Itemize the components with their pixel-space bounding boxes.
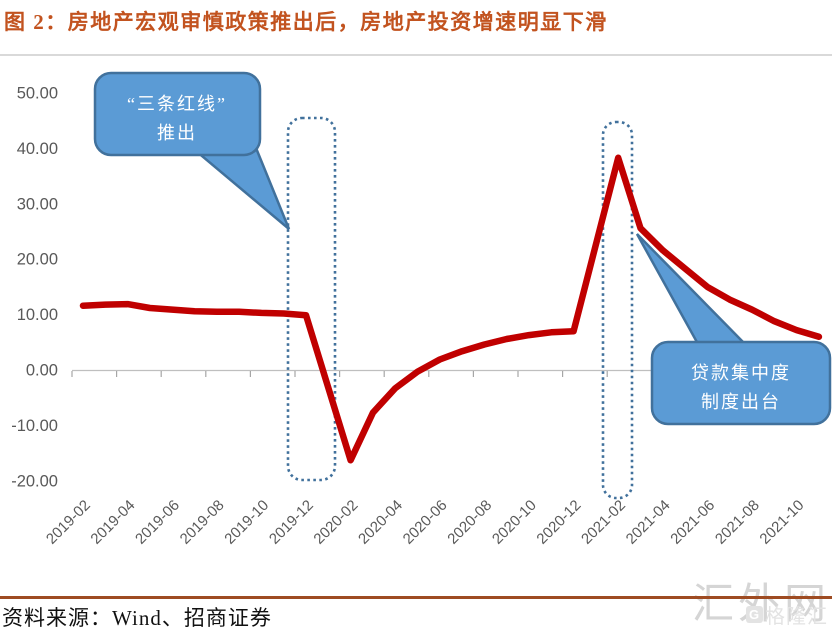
y-axis-label: 10.00 [17, 306, 58, 324]
x-axis-label: 2019-02 [43, 497, 94, 548]
y-axis-label: 40.00 [17, 140, 58, 158]
x-axis-label: 2019-10 [221, 497, 272, 548]
callout-box [650, 340, 832, 426]
x-axis-label: 2021-08 [712, 497, 763, 548]
source-note: 资料来源：Wind、招商证券 [2, 606, 272, 630]
y-axis-label: -20.00 [11, 472, 58, 490]
watermark-logo-text: 格隆汇 [765, 606, 828, 628]
callout-text-line1: “三条红线” [127, 94, 227, 114]
watermark-logo: G 格隆汇 [746, 600, 828, 629]
x-axis-label: 2020-12 [533, 497, 584, 548]
x-axis-label: 2021-10 [756, 497, 807, 548]
x-axis-label: 2021-04 [623, 497, 674, 548]
callout-tail [635, 233, 748, 346]
x-axis-label: 2021-06 [667, 497, 718, 548]
x-axis-label: 2020-04 [355, 497, 406, 548]
x-axis-label: 2020-06 [400, 497, 451, 548]
callout-loan-concentration: 贷款集中度 制度出台 [635, 233, 832, 426]
watermark-logo-icon: G [746, 606, 763, 623]
x-axis-label: 2019-12 [266, 497, 317, 548]
callout-text-line1: 贷款集中度 [691, 363, 791, 383]
chart-title: 图 2：房地产宏观审慎政策推出后，房地产投资增速明显下滑 [4, 10, 608, 34]
callout-three-red-lines: “三条红线” 推出 [93, 71, 291, 230]
x-axis-label: 2021-02 [578, 497, 629, 548]
title-separator [0, 54, 832, 56]
y-axis-label: -10.00 [11, 417, 58, 435]
x-axis-label: 2020-08 [444, 497, 495, 548]
callout-text-line2: 推出 [157, 123, 197, 143]
callout-text-line2: 制度出台 [701, 392, 781, 412]
y-axis-label: 20.00 [17, 251, 58, 269]
y-axis-label: 50.00 [17, 85, 58, 103]
x-axis-label: 2019-08 [177, 497, 228, 548]
x-axis-label: 2019-04 [87, 497, 138, 548]
highlight-region-2019-12 [286, 116, 337, 482]
y-axis-label: 0.00 [26, 362, 58, 380]
x-axis-label: 2020-10 [489, 497, 540, 548]
bottom-separator [0, 596, 832, 599]
y-axis-label: 30.00 [17, 195, 58, 213]
investment-growth-line [79, 154, 823, 464]
x-axis-label: 2019-06 [132, 497, 183, 548]
highlight-region-2021-02 [601, 120, 634, 500]
callout-box [93, 71, 262, 157]
x-axis-label: 2020-02 [310, 497, 361, 548]
